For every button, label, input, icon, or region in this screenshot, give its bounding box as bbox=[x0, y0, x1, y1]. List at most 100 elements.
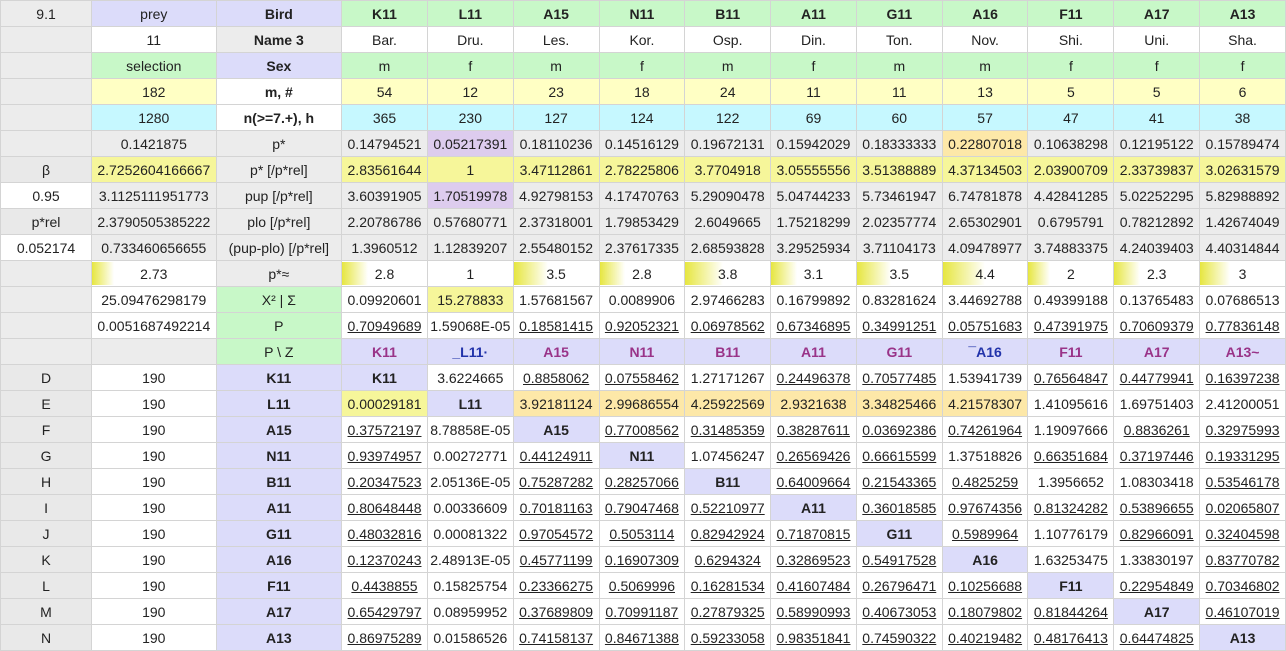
plo-value[interactable]: 2.3790505385222 bbox=[91, 208, 217, 235]
sex-a15[interactable]: m bbox=[512, 52, 600, 79]
matrix-cell[interactable]: 0.26569426 bbox=[770, 442, 857, 469]
pz-head-a11[interactable]: A11 bbox=[770, 338, 857, 365]
matrix-cell[interactable]: 0.44779941 bbox=[1113, 364, 1201, 391]
matrix-cell[interactable]: 0.18079802 bbox=[941, 598, 1029, 625]
sex-f11[interactable]: f bbox=[1027, 52, 1115, 79]
row-letter[interactable]: G bbox=[0, 442, 93, 469]
matrix-cell[interactable]: 0.12370243 bbox=[341, 546, 428, 573]
empty-cell[interactable] bbox=[0, 130, 93, 157]
matrix-cell[interactable]: 0.16907309 bbox=[598, 546, 686, 573]
matrix-cell[interactable]: 0.54917528 bbox=[855, 546, 943, 573]
matrix-cell[interactable]: F11 bbox=[1027, 572, 1115, 599]
pup-a11[interactable]: 5.04744233 bbox=[770, 182, 857, 209]
row-code[interactable]: L11 bbox=[215, 390, 343, 417]
matrix-cell[interactable]: 8.78858E-05 bbox=[426, 416, 514, 443]
matrix-cell[interactable]: 0.70181163 bbox=[512, 494, 600, 521]
bird-name-a15[interactable]: Les. bbox=[512, 26, 600, 53]
matrix-cell[interactable]: N11 bbox=[598, 442, 686, 469]
diff-label[interactable]: (pup-plo) [/p*rel] bbox=[215, 234, 343, 261]
sex-l11[interactable]: f bbox=[426, 52, 514, 79]
matrix-cell[interactable]: A17 bbox=[1113, 598, 1201, 625]
matrix-cell[interactable]: 0.74261964 bbox=[941, 416, 1029, 443]
pstar-l11[interactable]: 0.05217391 bbox=[426, 130, 514, 157]
matrix-cell[interactable]: 1.53941739 bbox=[941, 364, 1029, 391]
diff-l11[interactable]: 1.12839207 bbox=[426, 234, 514, 261]
matrix-cell[interactable]: 0.31485359 bbox=[684, 416, 772, 443]
approx-l11[interactable]: 1 bbox=[426, 260, 514, 287]
cell-a1[interactable]: 9.1 bbox=[0, 0, 93, 27]
pstar-b11[interactable]: 0.19672131 bbox=[684, 130, 772, 157]
matrix-cell[interactable]: A16 bbox=[941, 546, 1029, 573]
pstar-a17[interactable]: 0.12195122 bbox=[1113, 130, 1201, 157]
chi-a16[interactable]: 3.44692788 bbox=[941, 286, 1029, 313]
m-a11[interactable]: 11 bbox=[770, 78, 857, 105]
matrix-cell[interactable]: 0.98351841 bbox=[770, 624, 857, 651]
matrix-cell[interactable]: 0.64009664 bbox=[770, 468, 857, 495]
matrix-cell[interactable]: 0.4825259 bbox=[941, 468, 1029, 495]
pup-f11[interactable]: 4.42841285 bbox=[1027, 182, 1115, 209]
matrix-cell[interactable]: 0.37689809 bbox=[512, 598, 600, 625]
row-code[interactable]: F11 bbox=[215, 572, 343, 599]
matrix-cell[interactable]: 0.70346802 bbox=[1199, 572, 1286, 599]
matrix-cell[interactable]: 4.21578307 bbox=[941, 390, 1029, 417]
chi-label[interactable]: X² | Σ bbox=[215, 286, 343, 313]
approx-a15[interactable]: 3.5 bbox=[512, 260, 600, 287]
matrix-cell[interactable]: 0.48176413 bbox=[1027, 624, 1115, 651]
matrix-cell[interactable]: 2.48913E-05 bbox=[426, 546, 514, 573]
matrix-cell[interactable]: 0.70577485 bbox=[855, 364, 943, 391]
m-n11[interactable]: 18 bbox=[598, 78, 686, 105]
beta-value[interactable]: 2.7252604166667 bbox=[91, 156, 217, 183]
matrix-cell[interactable]: 0.19331295 bbox=[1199, 442, 1286, 469]
sex-a13[interactable]: f bbox=[1199, 52, 1286, 79]
sex-a11[interactable]: f bbox=[770, 52, 857, 79]
matrix-cell[interactable]: 0.8858062 bbox=[512, 364, 600, 391]
m-a13[interactable]: 6 bbox=[1199, 78, 1286, 105]
empty-cell[interactable] bbox=[0, 260, 93, 287]
plo-l11[interactable]: 0.57680771 bbox=[426, 208, 514, 235]
pstar-f11[interactable]: 0.10638298 bbox=[1027, 130, 1115, 157]
matrix-cell[interactable]: 0.27879325 bbox=[684, 598, 772, 625]
chi-k11[interactable]: 0.09920601 bbox=[341, 286, 428, 313]
matrix-cell[interactable]: 0.84671388 bbox=[598, 624, 686, 651]
prel-a13[interactable]: 3.02631579 bbox=[1199, 156, 1286, 183]
n-a11[interactable]: 69 bbox=[770, 104, 857, 131]
m-g11[interactable]: 11 bbox=[855, 78, 943, 105]
matrix-cell[interactable]: 0.53546178 bbox=[1199, 468, 1286, 495]
n-n11[interactable]: 124 bbox=[598, 104, 686, 131]
bird-name-f11[interactable]: Shi. bbox=[1027, 26, 1115, 53]
matrix-cell[interactable]: 0.93974957 bbox=[341, 442, 428, 469]
pz-head-k11[interactable]: K11 bbox=[341, 338, 428, 365]
matrix-cell[interactable]: 0.86975289 bbox=[341, 624, 428, 651]
row-n[interactable]: 190 bbox=[91, 442, 217, 469]
m-b11[interactable]: 24 bbox=[684, 78, 772, 105]
m-f11[interactable]: 5 bbox=[1027, 78, 1115, 105]
matrix-cell[interactable]: 0.74158137 bbox=[512, 624, 600, 651]
prel-a17[interactable]: 2.33739837 bbox=[1113, 156, 1201, 183]
matrix-cell[interactable]: 3.34825466 bbox=[855, 390, 943, 417]
matrix-cell[interactable]: 0.07558462 bbox=[598, 364, 686, 391]
empty-cell[interactable] bbox=[0, 338, 93, 365]
diff-b11[interactable]: 2.68593828 bbox=[684, 234, 772, 261]
m-a15[interactable]: 23 bbox=[512, 78, 600, 105]
row-n[interactable]: 190 bbox=[91, 520, 217, 547]
diff-n11[interactable]: 2.37617335 bbox=[598, 234, 686, 261]
matrix-cell[interactable]: 1.41095616 bbox=[1027, 390, 1115, 417]
n-k11[interactable]: 365 bbox=[341, 104, 428, 131]
matrix-cell[interactable]: 0.23366275 bbox=[512, 572, 600, 599]
P-total[interactable]: 0.0051687492214 bbox=[91, 312, 217, 339]
bird-name-k11[interactable]: Bar. bbox=[341, 26, 428, 53]
empty-cell[interactable] bbox=[0, 26, 93, 53]
plo-b11[interactable]: 2.6049665 bbox=[684, 208, 772, 235]
matrix-cell[interactable]: 0.00029181 bbox=[341, 390, 428, 417]
row-n[interactable]: 190 bbox=[91, 624, 217, 651]
bird-name-a11[interactable]: Din. bbox=[770, 26, 857, 53]
plo-a13[interactable]: 1.42674049 bbox=[1199, 208, 1286, 235]
row-code[interactable]: A11 bbox=[215, 494, 343, 521]
n-b11[interactable]: 122 bbox=[684, 104, 772, 131]
prel-f11[interactable]: 2.03900709 bbox=[1027, 156, 1115, 183]
n-f11[interactable]: 47 bbox=[1027, 104, 1115, 131]
matrix-cell[interactable]: 0.80648448 bbox=[341, 494, 428, 521]
pz-head-a15[interactable]: A15 bbox=[512, 338, 600, 365]
pz-head-b11[interactable]: B11 bbox=[684, 338, 772, 365]
matrix-cell[interactable]: 0.44124911 bbox=[512, 442, 600, 469]
